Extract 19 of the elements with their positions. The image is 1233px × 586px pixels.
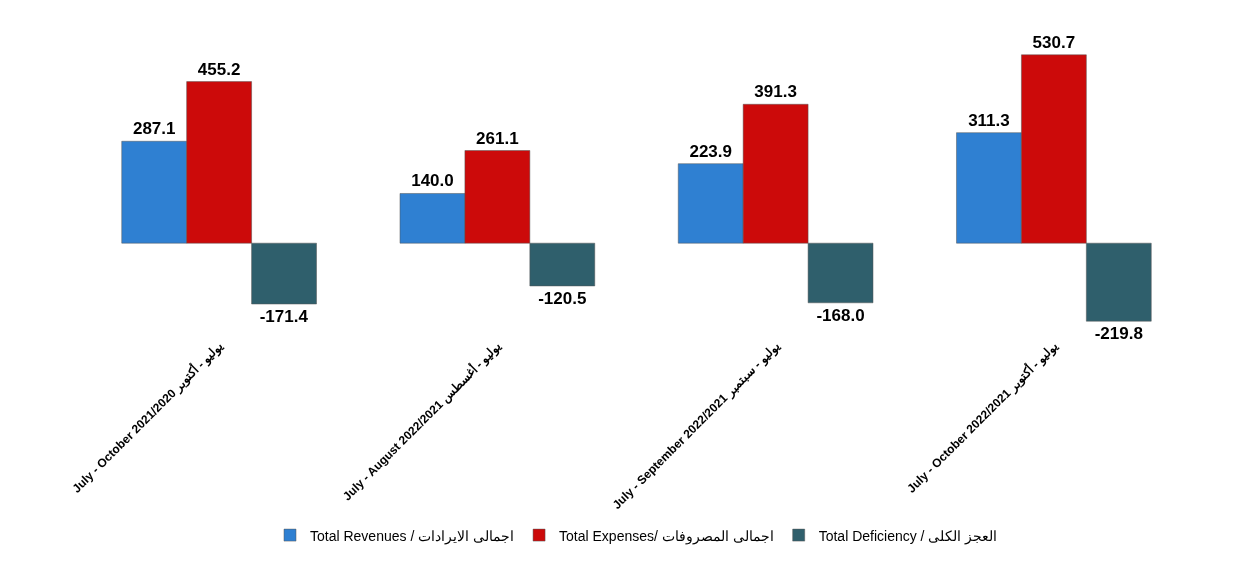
data-label: 455.2 xyxy=(197,59,241,79)
data-label: -168.0 xyxy=(816,305,865,325)
data-label: 223.9 xyxy=(689,141,732,161)
x-tick-label: July - October 2021/2020 يوليو - أكتوبر xyxy=(68,338,227,497)
legend-label: Total Revenues / اجمالى الايرادات xyxy=(310,527,515,545)
legend-label: Total Deficiency / العجز الكلى xyxy=(818,527,998,545)
data-label: 287.1 xyxy=(132,119,176,139)
data-label: 140.0 xyxy=(411,171,454,191)
data-label: 261.1 xyxy=(476,128,519,148)
data-label: 311.3 xyxy=(968,110,1010,130)
data-label: 530.7 xyxy=(1032,32,1076,52)
data-label: -219.8 xyxy=(1094,324,1143,344)
x-tick-label: July - September 2022/2021 يوليو - سبتمبر xyxy=(609,338,784,513)
data-label: 391.3 xyxy=(754,82,797,102)
x-tick-label: July - August 2022/2021 يوليو - أغسطس xyxy=(339,338,506,504)
data-label: -171.4 xyxy=(259,307,309,327)
x-tick-label: July - October 2022/2021 يوليو - أكتوبر xyxy=(903,338,1062,497)
data-label: -120.5 xyxy=(538,288,587,308)
legend-label: Total Expenses/ اجمالى المصروفات xyxy=(559,527,774,545)
